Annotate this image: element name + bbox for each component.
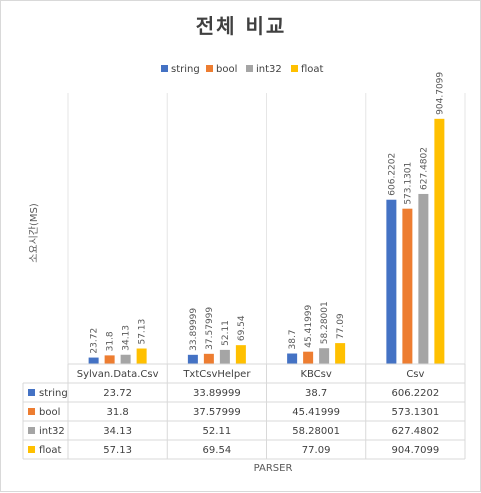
bar-string-2: [287, 353, 298, 364]
table-cell-int32-0: 34.13: [103, 426, 132, 437]
legend-label-int32: int32: [256, 64, 282, 75]
data-label-bool-2: 45.41999: [304, 304, 314, 347]
bar-string-3: [386, 199, 397, 364]
bar-float-1: [235, 345, 246, 364]
chart-title: 전체 비교: [196, 14, 287, 38]
data-label-int32-0: 34.13: [122, 325, 132, 351]
bar-int32-0: [120, 354, 131, 364]
data-label-string-1: 33.89999: [189, 308, 199, 351]
legend-swatch-int32: [246, 65, 253, 72]
legend-swatch-bool: [206, 65, 213, 72]
table-swatch-string: [28, 389, 35, 396]
bar-int32-1: [219, 349, 230, 364]
category-label-2: KBCsv: [300, 369, 331, 380]
bar-string-0: [88, 357, 99, 364]
table-cell-int32-2: 58.28001: [292, 426, 340, 437]
table-cell-bool-0: 31.8: [106, 407, 128, 418]
bar-bool-2: [303, 351, 314, 364]
y-axis-title: 소요시간(MS): [28, 203, 40, 263]
table-cell-bool-1: 37.57999: [193, 407, 241, 418]
bar-float-2: [335, 343, 346, 364]
legend-swatch-string: [161, 65, 168, 72]
data-label-float-3: 904.7099: [435, 72, 445, 115]
legend-label-bool: bool: [216, 64, 237, 75]
legend-swatch-float: [291, 65, 298, 72]
data-label-string-3: 606.2202: [387, 153, 397, 196]
legend: string bool int32 float: [161, 64, 324, 75]
legend-label-float: float: [301, 64, 324, 75]
table-cell-string-3: 606.2202: [392, 388, 440, 399]
bar-float-0: [136, 348, 147, 364]
data-label-int32-1: 52.11: [221, 320, 231, 346]
table-cell-float-1: 69.54: [203, 445, 232, 456]
table-cell-float-0: 57.13: [103, 445, 132, 456]
table-row-label-string: string: [39, 388, 68, 399]
data-label-float-2: 77.09: [336, 313, 346, 339]
table-swatch-bool: [28, 408, 35, 415]
table-cell-float-3: 904.7099: [392, 445, 440, 456]
category-label-1: TxtCsvHelper: [182, 369, 251, 380]
bar-float-3: [434, 118, 445, 365]
table-cell-bool-3: 573.1301: [392, 407, 440, 418]
table-row-label-float: float: [39, 445, 62, 456]
data-table: Sylvan.Data.Csv TxtCsvHelper KBCsv Csv strin…: [22, 363, 466, 460]
data-label-int32-2: 58.28001: [320, 301, 330, 344]
data-labels: 23.72 31.8 34.13 57.13 33.89999 37.57999 52.11…: [90, 72, 446, 354]
legend-label-string: string: [171, 64, 200, 75]
table-cell-float-2: 77.09: [302, 445, 331, 456]
table-swatch-float: [28, 446, 35, 453]
data-label-bool-3: 573.1301: [403, 162, 413, 205]
bars: [88, 118, 445, 365]
data-label-bool-0: 31.8: [106, 331, 116, 351]
data-label-float-1: 69.54: [237, 315, 247, 341]
data-label-string-2: 38.7: [288, 329, 298, 349]
bar-int32-3: [418, 193, 429, 364]
data-label-bool-1: 37.57999: [205, 307, 215, 350]
table-cell-bool-2: 45.41999: [292, 407, 340, 418]
data-label-int32-3: 627.4802: [419, 147, 429, 190]
table-row-label-int32: int32: [39, 426, 65, 437]
table-swatch-int32: [28, 427, 35, 434]
bar-string-1: [187, 354, 198, 364]
table-cell-string-1: 33.89999: [193, 388, 241, 399]
bar-int32-2: [319, 348, 330, 364]
category-label-3: Csv: [406, 369, 424, 380]
table-cell-int32-1: 52.11: [203, 426, 232, 437]
bar-bool-3: [402, 208, 413, 364]
data-label-float-0: 57.13: [138, 319, 148, 345]
table-cell-int32-3: 627.4802: [392, 426, 440, 437]
table-row-label-bool: bool: [39, 407, 60, 418]
table-cell-string-0: 23.72: [103, 388, 132, 399]
bar-bool-1: [203, 353, 214, 364]
category-label-0: Sylvan.Data.Csv: [77, 369, 159, 380]
x-axis-title: PARSER: [254, 463, 293, 474]
bar-bool-0: [104, 355, 115, 364]
table-cell-string-2: 38.7: [305, 388, 327, 399]
data-label-string-0: 23.72: [90, 328, 100, 354]
